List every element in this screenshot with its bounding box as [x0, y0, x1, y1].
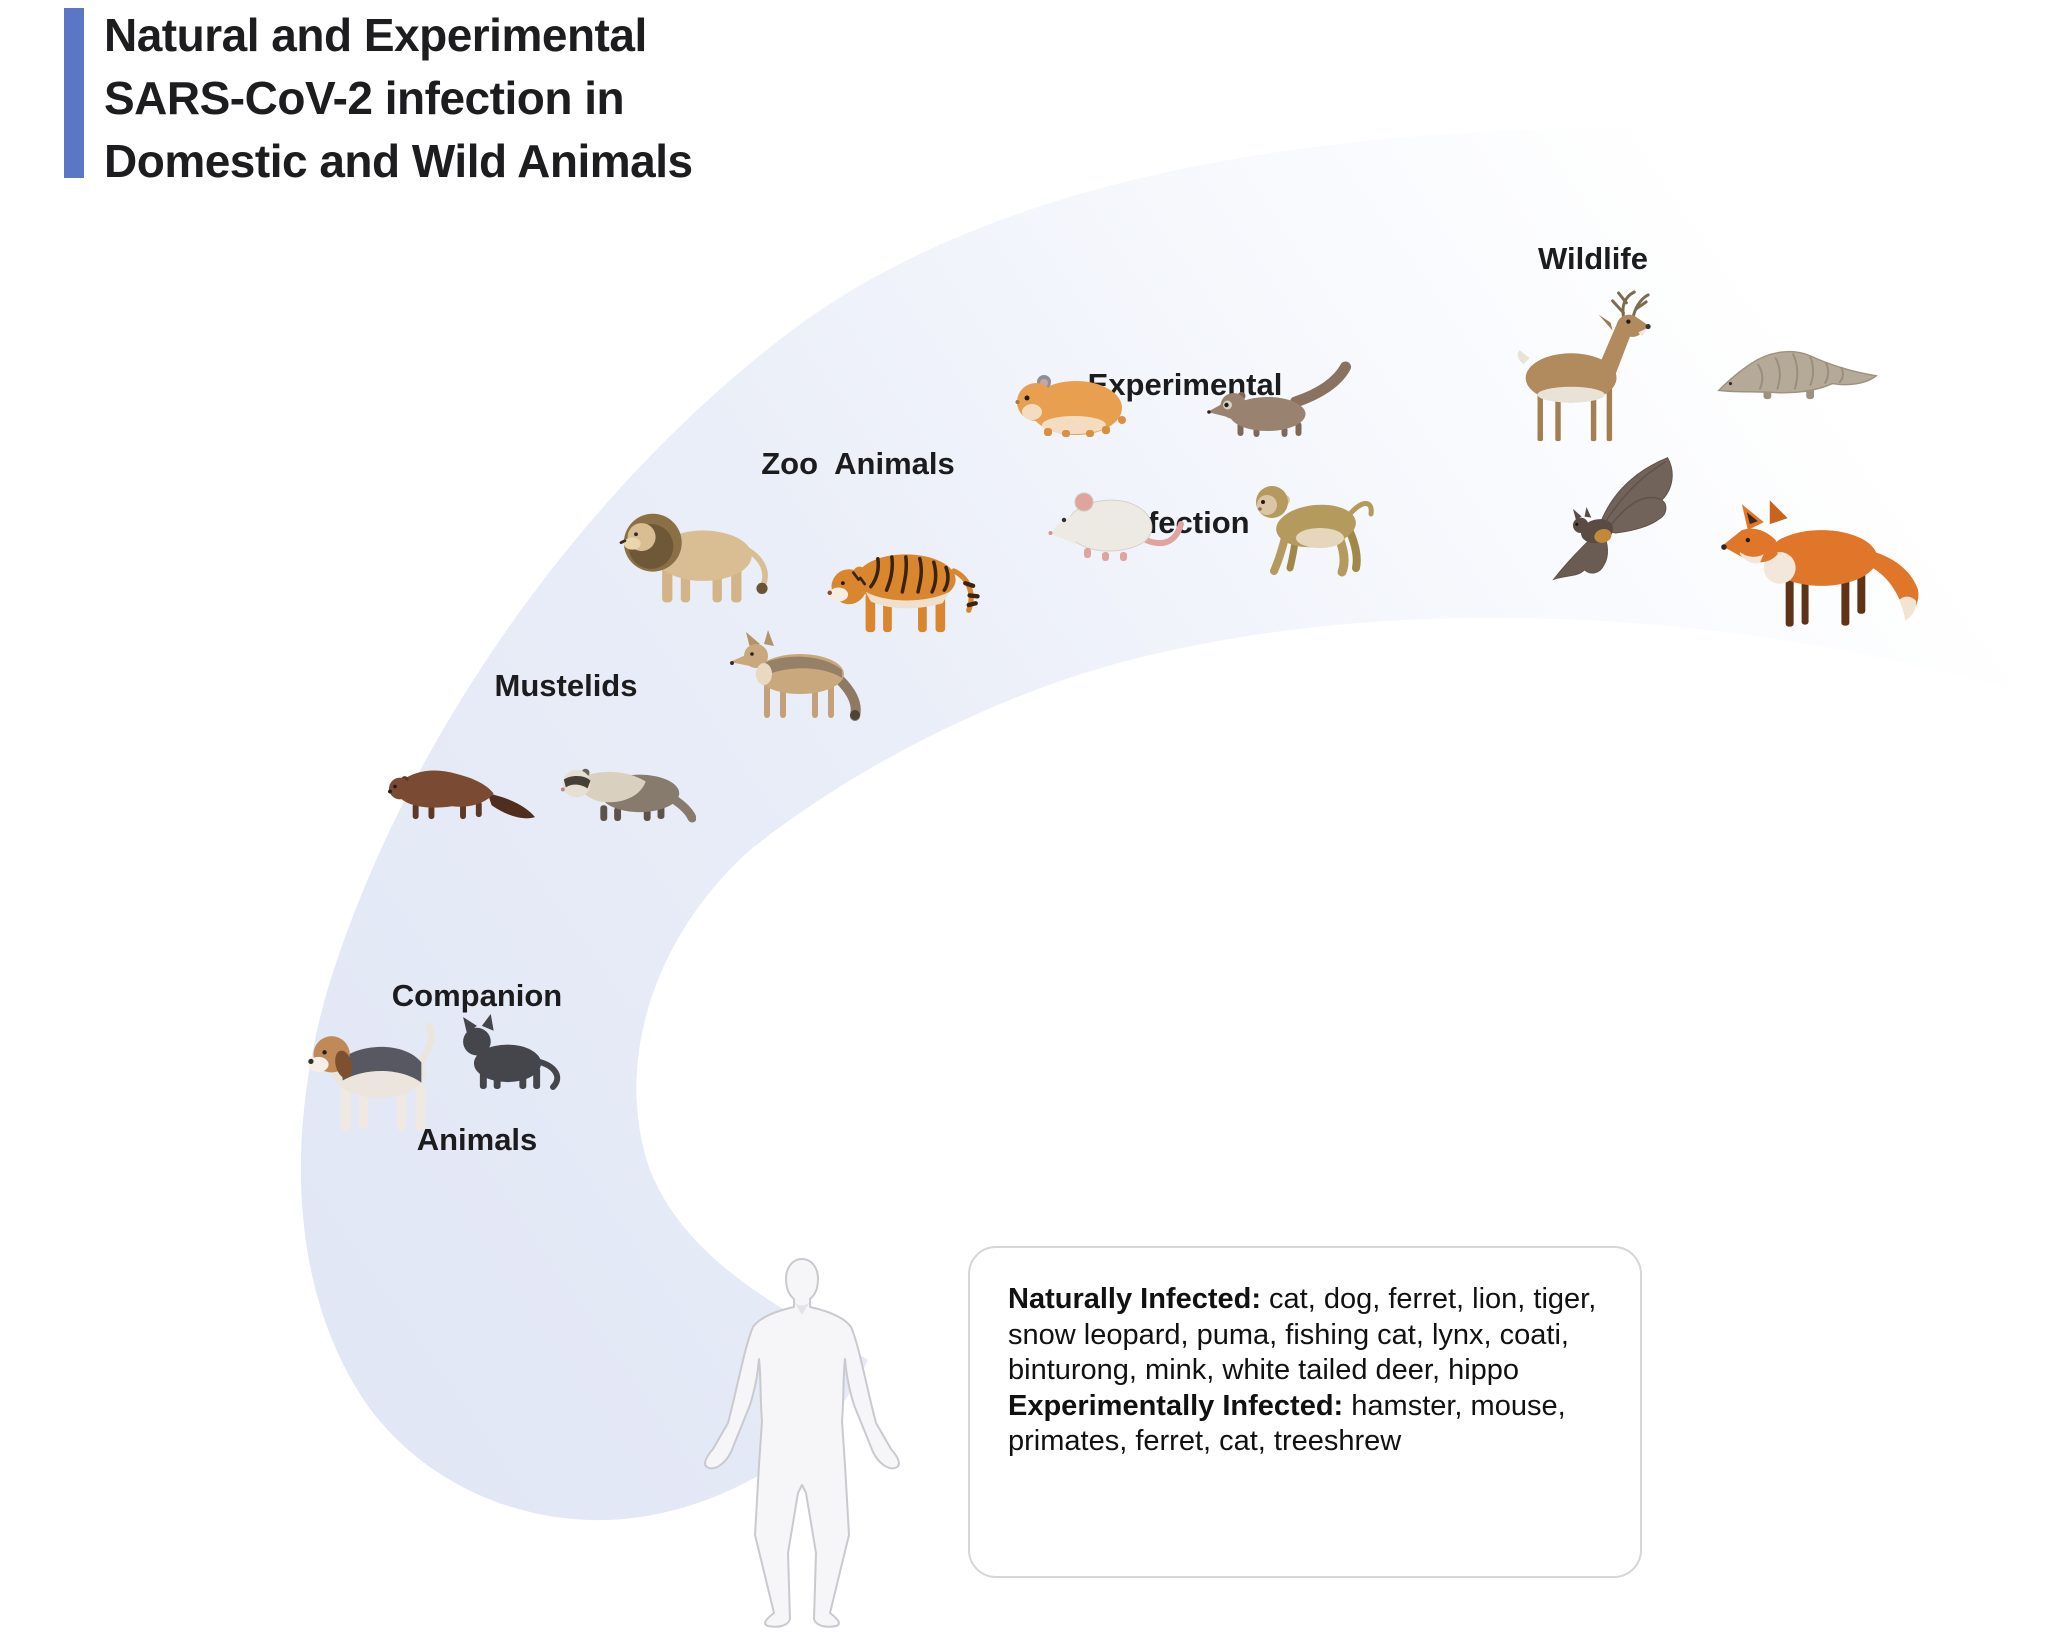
- experimentally-infected-list: hamster, mouse, primates, ferret, cat, t…: [1008, 1389, 1566, 1458]
- mouse-icon: [1044, 480, 1189, 565]
- beagle-dog-icon: [306, 1014, 453, 1135]
- companion-animals-label: Companion Animals: [327, 876, 627, 1260]
- naturally-infected-label: Naturally Infected:: [1008, 1283, 1261, 1315]
- title-line-1: Natural and Experimental: [104, 9, 647, 61]
- treeshrew-icon: [1203, 360, 1359, 440]
- lion-icon: [603, 496, 781, 608]
- page-title: Natural and Experimental SARS-CoV-2 infe…: [104, 4, 884, 193]
- experimentally-infected-label: Experimentally Infected:: [1008, 1389, 1344, 1422]
- title-accent-bar: [64, 8, 84, 178]
- naturally-infected-section: Naturally Infected: cat, dog, ferret, li…: [1008, 1282, 1604, 1389]
- mink-icon: [385, 752, 543, 826]
- red-fox-icon: [1714, 474, 1928, 639]
- pangolin-icon: [1712, 335, 1884, 403]
- hamster-icon: [1014, 368, 1134, 438]
- tiger-icon: [812, 522, 990, 640]
- mustelids-label: Mustelids: [494, 668, 638, 703]
- experimental-infection-label: Experimental Infection: [1035, 270, 1335, 638]
- monkey-icon: [1238, 474, 1378, 579]
- experimental-label-line-1: Experimental: [1087, 367, 1283, 402]
- ferret-icon: [553, 748, 696, 825]
- infected-species-info-box: Naturally Infected: cat, dog, ferret, li…: [968, 1246, 1642, 1578]
- bat-icon: [1543, 450, 1685, 590]
- title-line-2: SARS-CoV-2 infection in: [104, 72, 625, 124]
- cat-icon: [450, 1012, 569, 1091]
- zoo-animals-label: Zoo Animals: [761, 446, 955, 481]
- wildlife-label: Wildlife: [1538, 241, 1648, 276]
- white-tailed-deer-icon: [1500, 288, 1658, 453]
- naturally-infected-list: cat, dog, ferret, lion, tiger, snow leop…: [1008, 1283, 1597, 1386]
- companion-label-line-1: Companion: [391, 978, 563, 1013]
- title-line-3: Domestic and Wild Animals: [104, 135, 693, 187]
- experimentally-infected-section: Experimentally Infected: hamster, mouse,…: [1008, 1389, 1604, 1460]
- companion-label-line-2: Animals: [416, 1122, 538, 1157]
- human-body-outline: [698, 1253, 906, 1633]
- coyote-icon: [728, 626, 868, 721]
